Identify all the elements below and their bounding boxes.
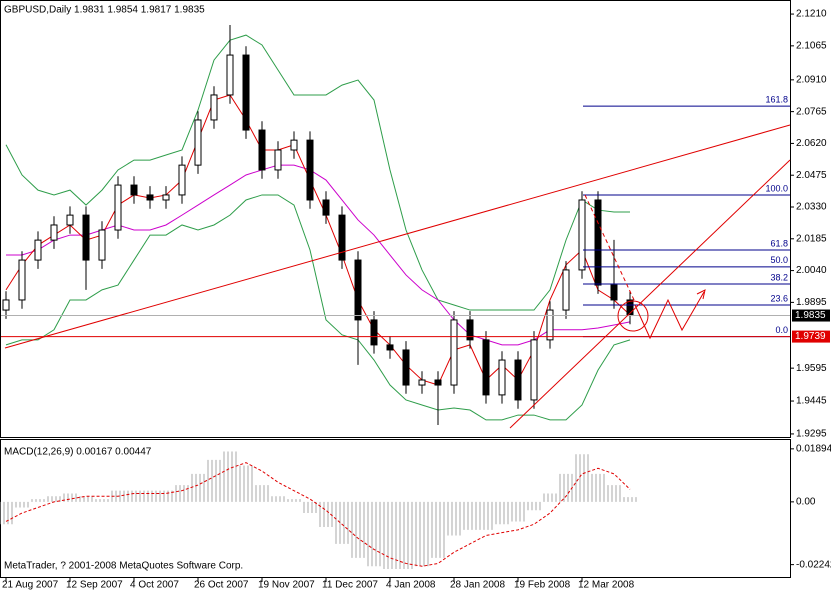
indicator-line <box>5 94 631 386</box>
x-tick-label: 28 Jan 2008 <box>450 580 505 591</box>
candle-body <box>434 379 442 386</box>
candle-body <box>498 359 506 396</box>
candle-body <box>210 94 218 121</box>
y-tick-label: 1.9595 <box>796 363 827 374</box>
x-tick-label: 26 Oct 2007 <box>194 580 249 591</box>
y-tick-label: 0.01894 <box>796 443 831 454</box>
fib-label: 23.6 <box>770 293 788 303</box>
y-tick-label: 2.1210 <box>796 9 827 20</box>
x-tick-label: 19 Feb 2008 <box>514 580 571 591</box>
dashed-trend <box>584 194 636 303</box>
y-tick-label: 1.9445 <box>796 396 827 407</box>
candle-body <box>482 339 490 396</box>
y-tick-label: 2.0910 <box>796 74 827 85</box>
candle-body <box>194 119 202 166</box>
candle-body <box>610 284 618 301</box>
candle-body <box>18 259 26 301</box>
candle-body <box>114 184 122 231</box>
x-tick-label: 12 Sep 2007 <box>66 580 123 591</box>
x-tick-label: 19 Nov 2007 <box>258 580 315 591</box>
candle-body <box>514 359 522 401</box>
candle-body <box>370 319 378 346</box>
indicator-line <box>5 34 630 311</box>
candle-body <box>274 149 282 171</box>
indicator-line <box>5 194 631 421</box>
candle-body <box>178 164 186 196</box>
fib-label: 61.8 <box>770 238 788 248</box>
indicator-line <box>6 164 631 346</box>
candle-body <box>322 199 330 216</box>
price-label: 1.9835 <box>795 310 826 321</box>
signal-line <box>5 462 631 567</box>
y-tick-label: 1.9895 <box>796 297 827 308</box>
candle-body <box>562 269 570 311</box>
y-tick-label: -0.02242 <box>796 559 831 570</box>
price-label: 1.9739 <box>795 331 826 342</box>
candle-body <box>402 349 410 386</box>
candle-body <box>146 194 154 201</box>
y-tick-label: 2.0620 <box>796 138 827 149</box>
candle-body <box>530 339 538 401</box>
macd-title: MACD(12,26,9) 0.00167 0.00447 <box>4 447 152 458</box>
candle-body <box>338 214 346 261</box>
highlight-circle <box>617 300 649 332</box>
arrow-head <box>696 289 706 300</box>
y-tick-label: 2.0475 <box>796 170 827 181</box>
candle-body <box>546 309 554 341</box>
candle-body <box>306 139 314 201</box>
candle-body <box>466 319 474 341</box>
candle-body <box>386 344 394 351</box>
y-tick-label: 0.00 <box>796 497 816 508</box>
candle-body <box>594 199 602 286</box>
candle-body <box>82 214 90 261</box>
candle-body <box>66 214 74 226</box>
y-tick-label: 2.0330 <box>796 202 827 213</box>
candle-body <box>258 129 266 171</box>
candle-body <box>98 229 106 261</box>
plot-layer: 2.1210 2.1065 2.0910 2.0765 2.0620 2.0475 2.03… <box>0 9 831 591</box>
candle-body <box>50 224 58 241</box>
y-tick-label: 2.0765 <box>796 106 827 117</box>
projection-arrow <box>634 291 705 340</box>
candle-body <box>130 184 138 196</box>
y-tick-label: 1.9295 <box>796 429 827 440</box>
fib-label: 100.0 <box>765 183 788 193</box>
candle-body <box>450 319 458 386</box>
candle-body <box>162 194 170 201</box>
price-box <box>792 330 830 343</box>
candle-body <box>290 139 298 151</box>
trend-line <box>4 124 791 349</box>
main-frame <box>0 0 791 438</box>
candle-body <box>354 259 362 321</box>
fib-label: 38.2 <box>770 272 788 282</box>
x-tick-label: 4 Jan 2008 <box>386 580 436 591</box>
candle-body <box>34 239 42 261</box>
x-tick-label: 11 Dec 2007 <box>322 580 378 591</box>
candle-body <box>578 199 586 271</box>
y-tick-label: 2.0185 <box>796 233 827 244</box>
candle-body <box>242 54 250 131</box>
price-box <box>792 309 830 322</box>
candle-body <box>226 54 234 96</box>
fib-label: 50.0 <box>770 255 788 265</box>
y-tick-label: 2.1065 <box>796 40 827 51</box>
trend-line <box>509 159 791 429</box>
fib-label: 0.0 <box>775 325 788 335</box>
x-tick-label: 4 Oct 2007 <box>130 580 179 591</box>
candle-body <box>2 299 10 311</box>
x-tick-label: 21 Aug 2007 <box>2 580 59 591</box>
x-tick-label: 12 Mar 2008 <box>578 580 635 591</box>
y-tick-label: 2.0040 <box>796 265 827 276</box>
candle-body <box>418 379 426 386</box>
copyright: MetaTrader, ? 2001-2008 MetaQuotes Softw… <box>4 561 243 572</box>
fib-label: 161.8 <box>765 95 788 105</box>
chart-title: GBPUSD,Daily 1.9831 1.9854 1.9817 1.9835 <box>4 5 205 16</box>
